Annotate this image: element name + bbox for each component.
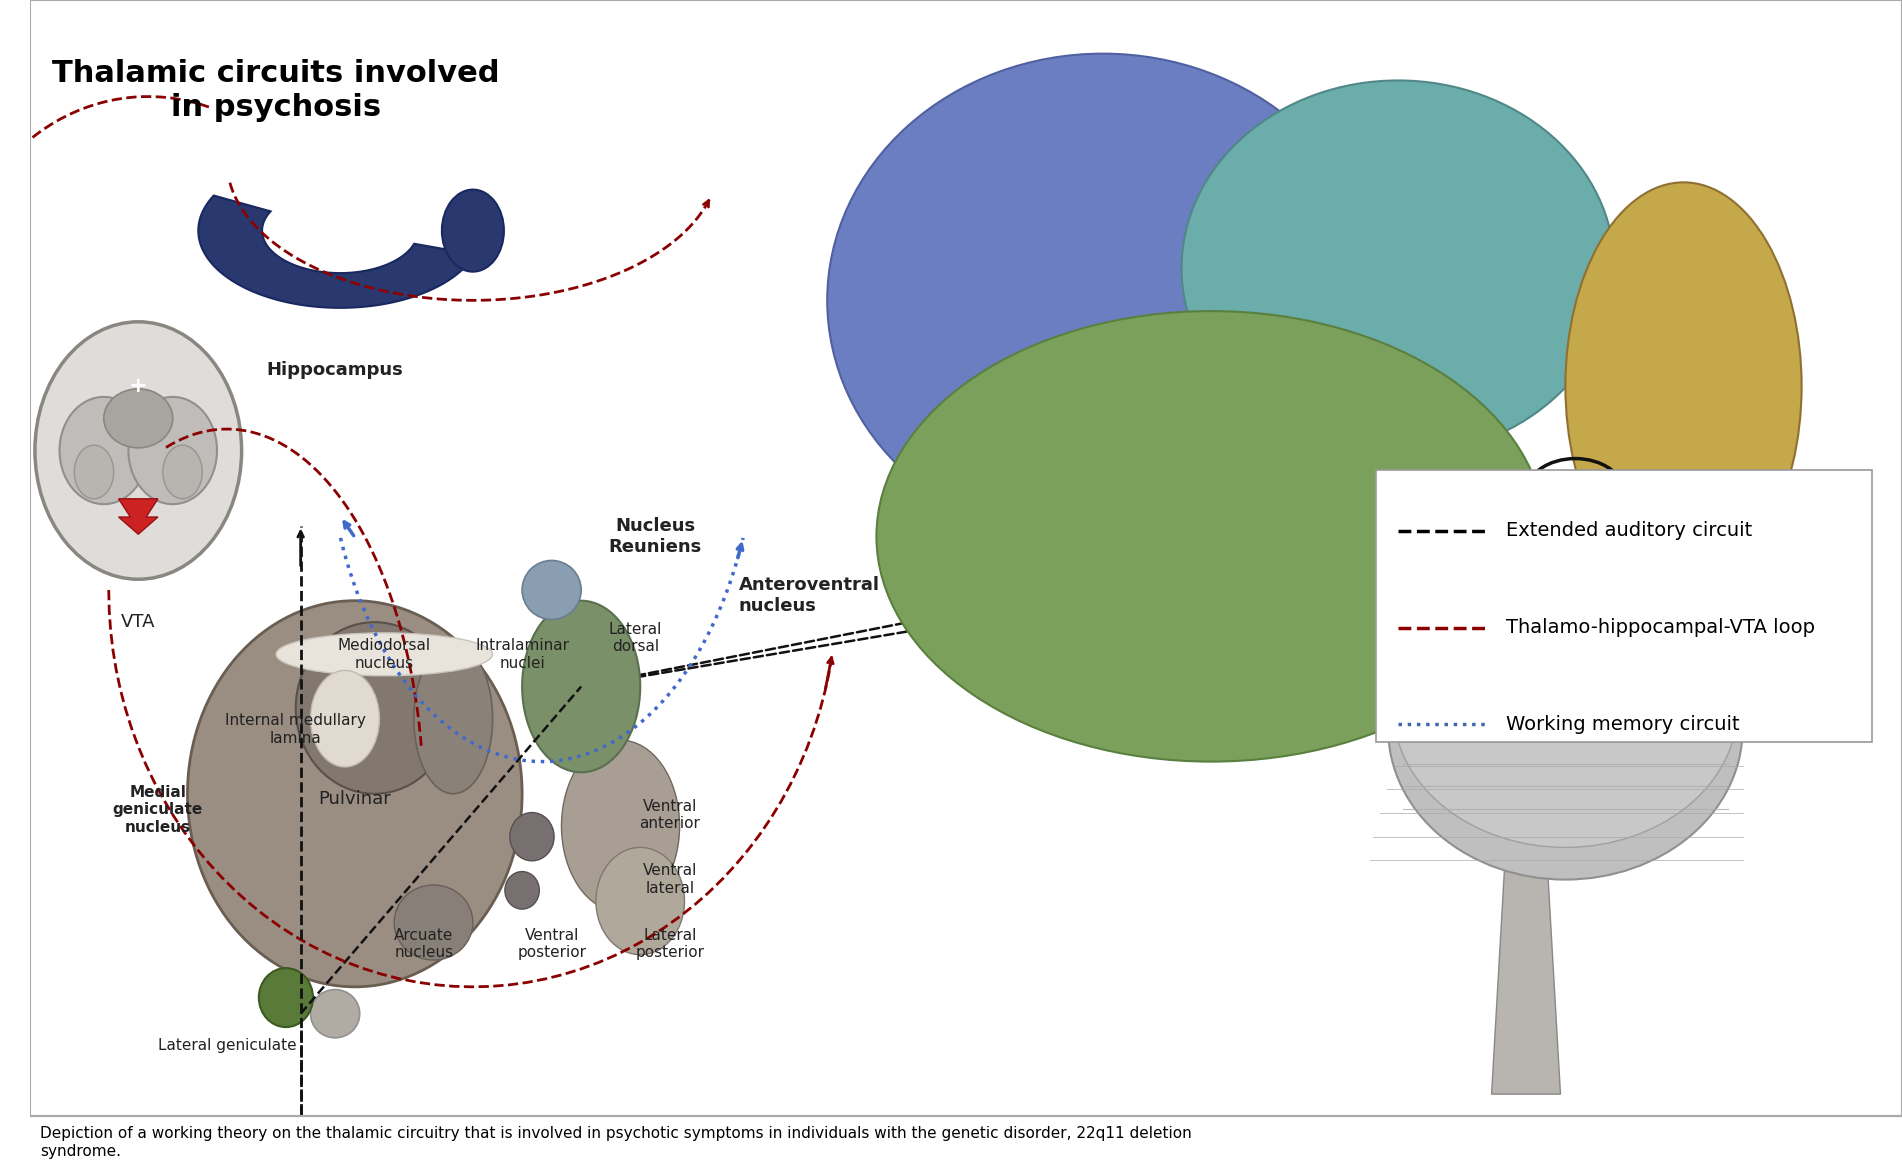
Text: Medial
geniculate
nucleus: Medial geniculate nucleus (112, 785, 204, 835)
Text: Working memory circuit: Working memory circuit (1506, 714, 1740, 734)
Text: Lateral
posterior: Lateral posterior (635, 928, 704, 960)
Ellipse shape (59, 397, 148, 504)
Text: Ventral
posterior: Ventral posterior (517, 928, 586, 960)
Ellipse shape (523, 561, 582, 620)
Text: Pulvinar: Pulvinar (318, 791, 392, 808)
Text: Lateral
dorsal: Lateral dorsal (609, 622, 662, 655)
Text: Depiction of a working theory on the thalamic circuitry that is involved in psyc: Depiction of a working theory on the tha… (40, 1126, 1191, 1159)
Ellipse shape (1565, 182, 1801, 590)
Text: Thalamic circuits involved
in psychosis: Thalamic circuits involved in psychosis (53, 59, 500, 122)
Ellipse shape (1181, 80, 1615, 456)
Text: Thalamo-hippocampal-VTA loop: Thalamo-hippocampal-VTA loop (1506, 618, 1815, 637)
Ellipse shape (105, 389, 173, 448)
Ellipse shape (523, 600, 641, 772)
Ellipse shape (188, 600, 523, 987)
Ellipse shape (129, 397, 217, 504)
Polygon shape (1491, 837, 1560, 1094)
Ellipse shape (164, 445, 202, 499)
Ellipse shape (276, 633, 493, 676)
Ellipse shape (74, 445, 114, 499)
Ellipse shape (295, 622, 453, 794)
Ellipse shape (504, 872, 540, 909)
Ellipse shape (561, 741, 679, 911)
Text: Internal medullary
lamina: Internal medullary lamina (224, 713, 367, 745)
Text: Arcuate
nucleus: Arcuate nucleus (394, 928, 453, 960)
Ellipse shape (877, 311, 1546, 762)
Text: Ventral
anterior: Ventral anterior (639, 799, 700, 831)
FancyBboxPatch shape (1377, 470, 1872, 742)
Text: Mediodorsal
nucleus: Mediodorsal nucleus (339, 639, 432, 671)
Ellipse shape (510, 813, 553, 860)
Polygon shape (198, 195, 476, 308)
Ellipse shape (1392, 569, 1738, 848)
Text: Lateral geniculate: Lateral geniculate (158, 1038, 297, 1053)
Text: Anteroventral
nucleus: Anteroventral nucleus (738, 576, 879, 614)
Text: Hippocampus: Hippocampus (266, 361, 403, 380)
Ellipse shape (310, 670, 378, 767)
Text: Extended auditory circuit: Extended auditory circuit (1506, 521, 1752, 541)
Ellipse shape (34, 322, 242, 579)
Text: VTA: VTA (122, 613, 156, 632)
Polygon shape (118, 499, 158, 534)
Text: Nucleus
Reuniens: Nucleus Reuniens (609, 517, 702, 556)
Ellipse shape (595, 848, 685, 954)
Ellipse shape (259, 968, 314, 1027)
Text: Intralaminar
nuclei: Intralaminar nuclei (476, 639, 569, 671)
Ellipse shape (827, 53, 1379, 547)
Ellipse shape (415, 643, 493, 794)
Text: +: + (129, 376, 148, 396)
Ellipse shape (310, 989, 359, 1038)
Text: Ventral
lateral: Ventral lateral (643, 864, 696, 896)
Ellipse shape (394, 885, 474, 960)
Ellipse shape (441, 189, 504, 272)
Ellipse shape (1388, 579, 1742, 880)
